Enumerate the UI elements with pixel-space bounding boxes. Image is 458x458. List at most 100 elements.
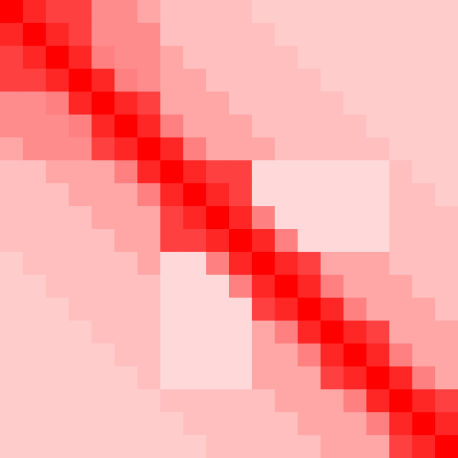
heatmap-cell <box>389 91 413 115</box>
heatmap-cell <box>343 320 367 344</box>
heatmap-cell <box>435 412 458 436</box>
heatmap-cell <box>274 0 299 24</box>
heatmap-cell <box>274 435 299 458</box>
heatmap-cell <box>251 91 276 115</box>
heatmap-cell <box>137 229 161 253</box>
heatmap-cell <box>274 320 299 344</box>
heatmap-cell <box>320 206 344 230</box>
heatmap-cell <box>0 22 24 47</box>
heatmap-cell <box>229 45 253 70</box>
heatmap-cell <box>114 412 138 436</box>
heatmap-cell <box>206 114 230 138</box>
heatmap-cell <box>0 137 24 161</box>
heatmap-cell <box>297 229 322 253</box>
heatmap-cell <box>183 274 207 299</box>
heatmap-cell <box>251 45 276 70</box>
heatmap-cell <box>251 0 276 24</box>
heatmap-cell <box>389 137 413 161</box>
heatmap-cell <box>68 229 93 253</box>
heatmap-cell <box>274 343 299 367</box>
heatmap-cell <box>366 68 390 93</box>
heatmap-cell <box>45 274 70 299</box>
heatmap-cell <box>229 343 253 367</box>
heatmap-cell <box>45 114 70 138</box>
heatmap-cell <box>160 229 184 253</box>
heatmap-cell <box>137 389 161 413</box>
heatmap-cell <box>68 160 93 184</box>
heatmap-cell <box>320 91 344 115</box>
heatmap-cell <box>0 343 24 367</box>
heatmap-cell <box>22 45 47 70</box>
heatmap-cell <box>320 366 344 390</box>
heatmap-cell <box>0 91 24 115</box>
heatmap-cell <box>320 251 344 276</box>
heatmap-cell <box>274 412 299 436</box>
heatmap-cell <box>206 366 230 390</box>
heatmap-cell <box>274 389 299 413</box>
heatmap-cell <box>435 183 458 207</box>
heatmap-cell <box>114 251 138 276</box>
heatmap-cell <box>297 274 322 299</box>
heatmap-cell <box>160 91 184 115</box>
heatmap-cell <box>229 389 253 413</box>
heatmap-cell <box>160 68 184 93</box>
heatmap-cell <box>114 366 138 390</box>
heatmap-cell <box>68 206 93 230</box>
heatmap-cell <box>45 435 70 458</box>
heatmap-cell <box>435 160 458 184</box>
heatmap-cell <box>45 160 70 184</box>
heatmap-cell <box>343 137 367 161</box>
heatmap-cell <box>389 45 413 70</box>
heatmap-cell <box>412 343 436 367</box>
heatmap-cell <box>22 229 47 253</box>
heatmap-cell <box>251 297 276 322</box>
heatmap-cell <box>251 251 276 276</box>
heatmap-cell <box>160 366 184 390</box>
heatmap-cell <box>274 183 299 207</box>
heatmap-cell <box>183 229 207 253</box>
heatmap-cell <box>343 297 367 322</box>
heatmap-cell <box>229 435 253 458</box>
heatmap-cell <box>297 91 322 115</box>
heatmap-cell <box>137 343 161 367</box>
heatmap-cell <box>0 389 24 413</box>
heatmap-cell <box>389 229 413 253</box>
heatmap-cell <box>251 412 276 436</box>
heatmap-cell <box>412 229 436 253</box>
heatmap-cell <box>343 435 367 458</box>
heatmap-cell <box>251 183 276 207</box>
heatmap-cell <box>137 0 161 24</box>
heatmap-cell <box>435 320 458 344</box>
heatmap-cell <box>45 45 70 70</box>
heatmap-cell <box>274 160 299 184</box>
heatmap-cell <box>183 183 207 207</box>
heatmap-cell <box>22 343 47 367</box>
heatmap-cell <box>183 114 207 138</box>
heatmap-cell <box>0 160 24 184</box>
heatmap-cell <box>183 22 207 47</box>
heatmap-cell <box>251 320 276 344</box>
heatmap-cell <box>45 343 70 367</box>
heatmap-cell <box>45 91 70 115</box>
heatmap-cell <box>274 274 299 299</box>
heatmap-cell <box>160 0 184 24</box>
heatmap-cell <box>297 114 322 138</box>
heatmap-cell <box>160 251 184 276</box>
heatmap-cell <box>68 114 93 138</box>
heatmap-cell <box>206 22 230 47</box>
heatmap-cell <box>45 297 70 322</box>
heatmap-cell <box>320 45 344 70</box>
heatmap-cell <box>366 389 390 413</box>
heatmap-cell <box>343 389 367 413</box>
heatmap-cell <box>297 206 322 230</box>
heatmap-cell <box>274 68 299 93</box>
heatmap-cell <box>22 183 47 207</box>
heatmap-cell <box>274 137 299 161</box>
heatmap-cell <box>389 343 413 367</box>
heatmap-cell <box>435 206 458 230</box>
heatmap-cell <box>320 297 344 322</box>
heatmap-cell <box>0 229 24 253</box>
heatmap-cell <box>343 91 367 115</box>
heatmap-cell <box>114 114 138 138</box>
heatmap-cell <box>412 320 436 344</box>
